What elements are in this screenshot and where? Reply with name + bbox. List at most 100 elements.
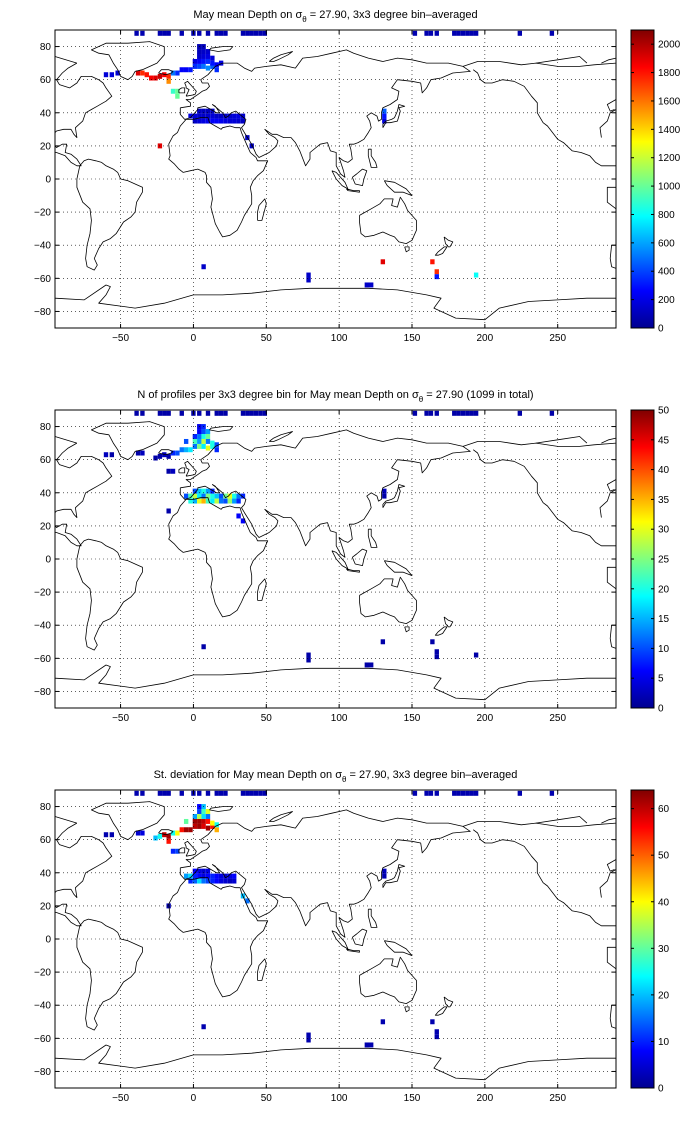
data-cell (205, 814, 211, 819)
data-cell (179, 30, 184, 36)
coastline-segment (535, 816, 588, 824)
data-cell (197, 438, 202, 444)
data-cell (192, 868, 198, 874)
colorbar-tick-label: 20 (658, 990, 670, 1001)
data-cell (201, 434, 206, 439)
data-cell (210, 488, 215, 494)
data-cell (188, 873, 193, 879)
coastline-segment (606, 859, 617, 872)
data-cell (166, 833, 171, 839)
data-cell (103, 72, 109, 78)
data-cell (179, 790, 184, 796)
data-cell (201, 493, 206, 499)
data-cell (192, 113, 198, 119)
data-cell (170, 450, 176, 456)
coastline-segment (351, 548, 368, 566)
data-cell (201, 818, 206, 824)
data-cell (166, 468, 171, 474)
data-cell (214, 30, 219, 36)
coastline-segment (601, 437, 617, 444)
x-tick-label: 200 (477, 1093, 494, 1104)
data-cell (460, 30, 466, 36)
coastline-segment (434, 626, 448, 636)
x-tick-label: 250 (549, 1093, 566, 1104)
coastline-segment (0, 436, 113, 547)
coastline-segment (382, 484, 406, 508)
data-cell (236, 118, 241, 124)
chart-title: St. deviation for May mean Depth on σθ =… (154, 769, 518, 784)
data-cell (205, 790, 211, 796)
data-cell (205, 488, 211, 494)
data-cell (240, 518, 246, 524)
colorbar-tick-label: 1800 (658, 68, 681, 79)
data-cell (144, 72, 149, 78)
data-cell (157, 833, 163, 839)
y-tick-label: −60 (34, 654, 51, 665)
data-cell (465, 790, 470, 796)
coastline-segment (472, 449, 616, 547)
data-cell (205, 493, 211, 499)
data-cell (214, 878, 219, 884)
data-cell (162, 410, 167, 416)
chart-title: N of profiles per 3x3 degree bin for May… (137, 389, 533, 404)
coastline-segment (443, 996, 454, 1008)
x-tick-label: 250 (549, 713, 566, 724)
data-cell (218, 60, 224, 66)
data-cell (201, 823, 206, 829)
data-cell (205, 438, 211, 444)
data-cell (434, 30, 439, 36)
data-cell (227, 878, 233, 884)
y-tick-label: −20 (34, 208, 51, 219)
data-cell (258, 790, 263, 796)
data-cell (210, 873, 215, 879)
data-cell (192, 498, 198, 504)
data-cell (306, 1037, 311, 1043)
data-cell (223, 790, 228, 796)
y-tick-label: −40 (34, 621, 51, 632)
data-cell (430, 639, 435, 645)
data-cell (183, 818, 189, 824)
y-tick-label: −60 (34, 1034, 51, 1045)
data-cell (258, 30, 263, 36)
data-cell (205, 873, 211, 879)
colorbar: 0 5 10 15 20 25 30 35 40 45 50 (630, 406, 670, 715)
coastline-segment (158, 69, 174, 76)
coastline-segment (0, 816, 113, 927)
data-cell (205, 118, 211, 124)
colorbar-tick-label: 0 (658, 324, 664, 335)
colorbar-tick-label: 2000 (658, 40, 681, 51)
y-tick-label: 20 (40, 141, 52, 152)
data-cell (205, 445, 211, 451)
data-cell (210, 820, 215, 826)
data-cell (214, 67, 219, 73)
data-cell (428, 30, 434, 36)
y-tick-label: −80 (34, 687, 51, 698)
coastline-segment (268, 811, 293, 822)
data-cell (166, 73, 171, 79)
data-cell (135, 830, 141, 836)
coastline-segment (168, 117, 269, 238)
coastline-segment (158, 449, 174, 456)
x-tick-label: 150 (404, 713, 421, 724)
coastline-segment (76, 538, 143, 651)
data-cell (245, 790, 250, 796)
data-cell (197, 790, 202, 796)
axes-mask (0, 782, 630, 1096)
data-cell (201, 429, 206, 435)
data-cell (245, 410, 250, 416)
data-cell (236, 493, 241, 499)
data-cell (175, 830, 180, 836)
data-cell (424, 30, 429, 36)
data-cell (214, 62, 219, 68)
data-cell (253, 410, 259, 416)
data-cell (157, 73, 163, 79)
data-cell (227, 493, 233, 499)
data-cell (382, 873, 387, 879)
data-cell (192, 814, 198, 819)
x-tick-label: 250 (549, 333, 566, 344)
coastline-segment (601, 57, 617, 64)
coastline-segment (359, 956, 417, 1004)
y-tick-label: 20 (40, 901, 52, 912)
colorbar-tick-label: 50 (658, 851, 670, 862)
